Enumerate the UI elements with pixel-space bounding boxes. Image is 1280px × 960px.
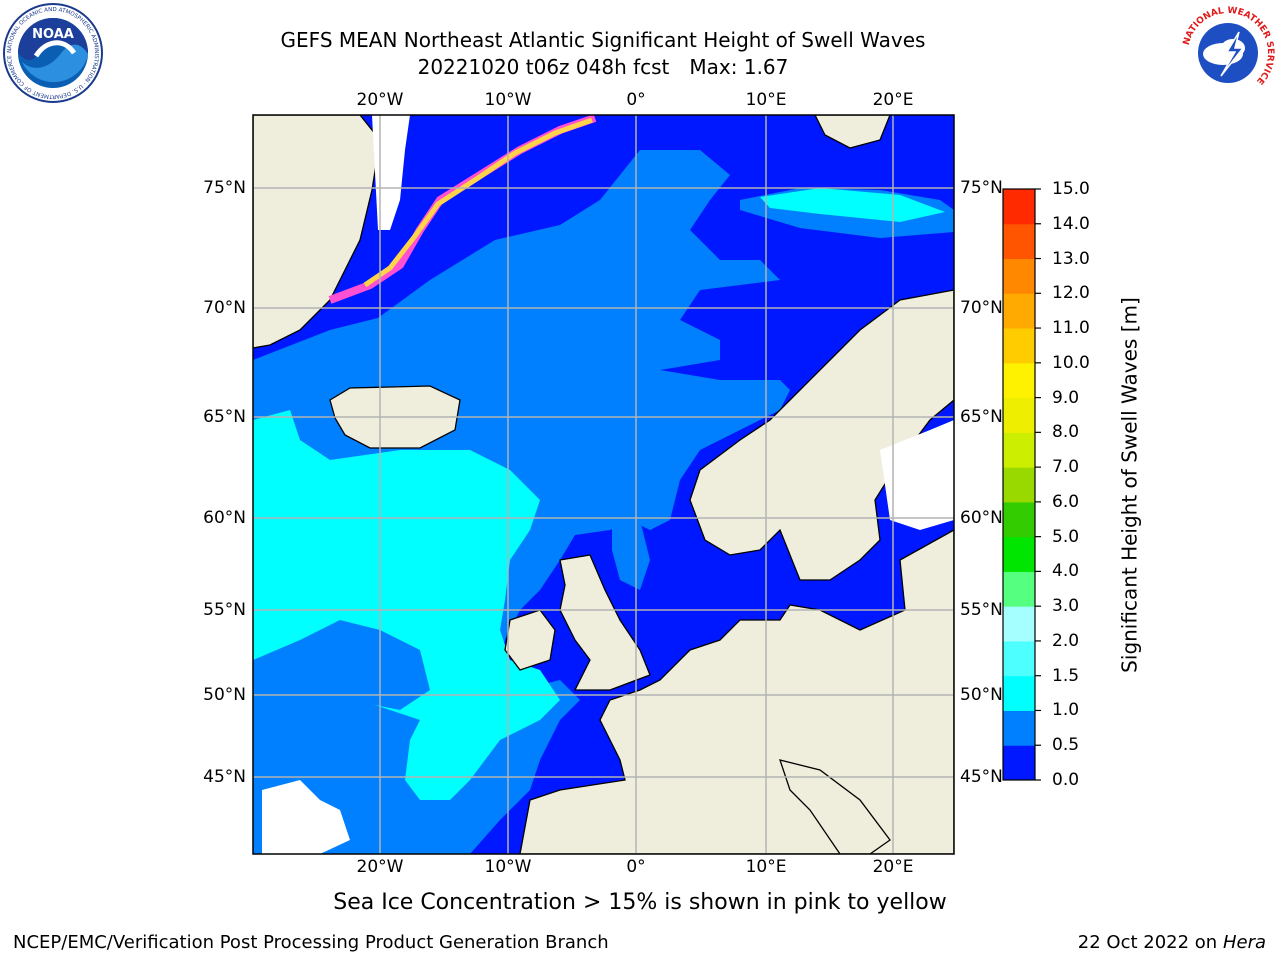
colorbar-segment (1003, 189, 1035, 225)
colorbar-tick-label: 1.0 (1052, 700, 1080, 721)
colorbar-segment (1003, 710, 1035, 746)
colorbar-segment (1003, 536, 1035, 572)
swell-band-1.0 (253, 410, 560, 800)
swell-inset-low (253, 620, 430, 710)
colorbar-tick-label: 13.0 (1052, 248, 1090, 269)
colorbar-segment (1003, 328, 1035, 364)
sea-ice-core (363, 117, 593, 288)
date-stamp: 22 Oct 2022 on Hera (1078, 932, 1266, 953)
lon-label-top: 0° (626, 90, 646, 110)
colorbar-segment (1003, 432, 1035, 468)
lat-label-right: 70°N (960, 298, 1003, 318)
noaa-logo: NATIONAL OCEANIC AND ATMOSPHERIC ADMINIS… (3, 3, 103, 103)
colorbar-label: Significant Height of Swell Waves [m] (1117, 297, 1142, 673)
colorbar-tick-label: 11.0 (1052, 318, 1090, 339)
colorbar-tick-label: 2.0 (1052, 630, 1080, 651)
max-value: Max: 1.67 (689, 55, 789, 79)
colorbar-tick-label: 0.0 (1052, 770, 1080, 790)
lat-label-left: 75°N (203, 178, 246, 198)
lat-label-right: 50°N (960, 685, 1003, 705)
credit-text: NCEP/EMC/Verification Post Processing Pr… (13, 932, 609, 953)
lat-label-left: 50°N (203, 685, 246, 705)
colorbar-segment (1003, 501, 1035, 538)
colorbar (1003, 189, 1035, 781)
colorbar-segment (1003, 571, 1035, 607)
land (253, 115, 954, 854)
lon-label-bottom: 0° (626, 857, 646, 877)
colorbar-tick-label: 3.0 (1052, 596, 1080, 617)
lat-label-left: 60°N (203, 508, 246, 528)
colorbar-segment (1003, 258, 1035, 294)
colorbar-tick-label: 1.5 (1052, 665, 1080, 686)
lat-label-left: 55°N (203, 600, 246, 620)
colorbar-segment (1003, 675, 1035, 711)
colorbar-segment (1003, 606, 1035, 642)
colorbar-segment (1003, 223, 1035, 260)
date-text: 22 Oct 2022 on (1077, 932, 1218, 953)
colorbar-segment (1003, 640, 1035, 677)
lon-label-top: 20°E (872, 90, 914, 110)
colorbar-tick-label: 8.0 (1052, 422, 1080, 443)
colorbar-frame (1002, 188, 1036, 781)
swell-band-1.0-north (760, 188, 945, 222)
colorbar-segment (1003, 745, 1035, 781)
host-name: Hera (1222, 932, 1266, 953)
colorbar-tick-label: 0.5 (1052, 735, 1080, 756)
colorbar-tick-label: 12.0 (1052, 283, 1090, 304)
lat-label-left: 65°N (203, 407, 246, 427)
colorbar-tick-label: 5.0 (1052, 526, 1080, 547)
sea-ice-note: Sea Ice Concentration > 15% is shown in … (333, 890, 947, 915)
colorbar-segment (1003, 293, 1035, 329)
lon-label-bottom: 10°E (745, 857, 787, 877)
colorbar-tick-label: 15.0 (1052, 179, 1090, 199)
lon-label-bottom: 20°W (356, 857, 404, 877)
lat-label-right: 60°N (960, 508, 1003, 528)
no-data-baltic (880, 420, 954, 530)
colorbar-segment (1003, 397, 1035, 433)
lat-label-left: 70°N (203, 298, 246, 318)
colorbar-tick-label: 14.0 (1052, 213, 1090, 234)
nws-logo: NATIONAL WEATHER SERVICE (1179, 4, 1277, 102)
colorbar-tick-label: 4.0 (1052, 561, 1080, 582)
colorbar-segment (1003, 362, 1035, 399)
run-info: 20221020 t06z 048h fcst (417, 55, 670, 79)
lon-label-top: 10°E (745, 90, 787, 110)
no-data-north (372, 115, 410, 230)
colorbar-tick-label: 7.0 (1052, 457, 1080, 478)
no-data-southwest (262, 780, 350, 854)
map-frame (252, 114, 955, 855)
lon-label-top: 20°W (356, 90, 404, 110)
lon-label-bottom: 20°E (872, 857, 914, 877)
colorbar-tick-label: 6.0 (1052, 491, 1080, 512)
colorbar-tick-label: 10.0 (1052, 352, 1090, 373)
lat-label-right: 45°N (960, 767, 1003, 787)
swell-band-0.5-northsea (612, 520, 650, 590)
continental-europe (519, 529, 954, 854)
colorbar-segment (1003, 467, 1035, 503)
lon-label-bottom: 10°W (484, 857, 532, 877)
lat-label-right: 75°N (960, 178, 1003, 198)
italy (779, 759, 891, 854)
graticule (253, 115, 954, 854)
lat-label-right: 65°N (960, 407, 1003, 427)
colorbar-tick-label: 9.0 (1052, 387, 1080, 408)
lat-label-left: 45°N (203, 767, 246, 787)
svalbard (814, 115, 891, 149)
ireland (504, 609, 556, 671)
lon-label-top: 10°W (484, 90, 532, 110)
noaa-logo-text: NOAA (32, 27, 74, 42)
map-title: GEFS MEAN Northeast Atlantic Significant… (280, 28, 926, 52)
lat-label-right: 55°N (960, 600, 1003, 620)
map-subtitle: 20221020 t06z 048h fcst Max: 1.67 (0, 54, 1206, 80)
